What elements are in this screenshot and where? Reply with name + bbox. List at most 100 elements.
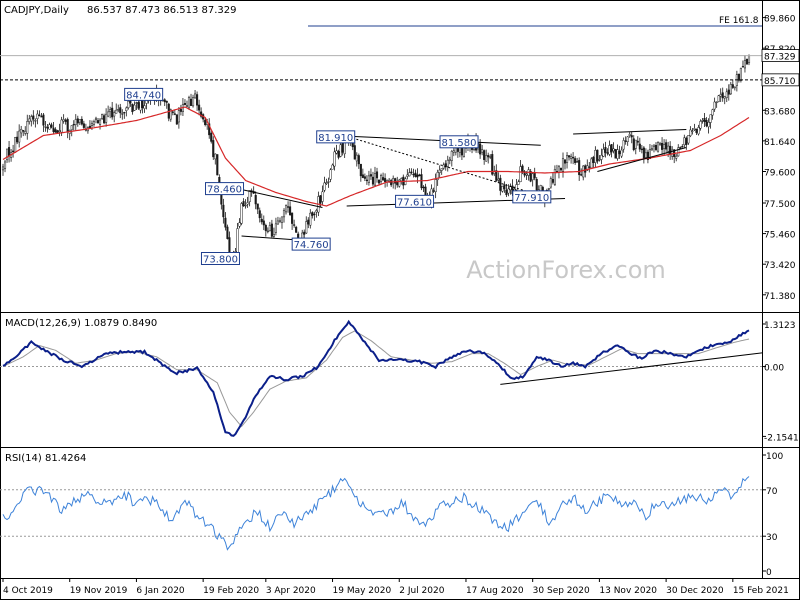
candle-body: [26, 121, 29, 134]
candle-body: [236, 228, 239, 254]
candle-body: [434, 179, 437, 193]
candle-body: [264, 224, 267, 231]
candle-body: [96, 120, 100, 124]
price-annotation: 78.460: [205, 182, 245, 196]
candle-body: [355, 154, 358, 162]
candle-body: [3, 161, 7, 169]
annotation-label: 81.580: [442, 138, 477, 149]
candle-body: [78, 119, 81, 123]
candle-body: [333, 151, 336, 167]
candle-body: [14, 137, 17, 153]
rsi-title: RSI(14) 81.4264: [5, 453, 86, 464]
candle-body: [113, 112, 116, 117]
annotation-box: [512, 190, 552, 204]
candle-body: [578, 160, 581, 176]
macd-signal-line: [2, 330, 750, 428]
candle-body: [717, 95, 720, 102]
candle-body: [509, 186, 512, 191]
candle-body: [549, 178, 552, 188]
candle-body: [248, 190, 251, 202]
candle-body: [131, 104, 134, 113]
candle-body: [743, 60, 747, 69]
candle-body: [321, 191, 324, 202]
time-tick-label: 17 Aug 2020: [466, 586, 524, 596]
candle-body: [80, 118, 83, 125]
candle-body: [212, 140, 215, 158]
macd-line: [2, 319, 750, 437]
candle-body: [628, 133, 631, 136]
candle-body: [505, 189, 508, 196]
candle-body: [568, 155, 571, 158]
candle-body: [588, 166, 591, 168]
macd-panel: [0, 319, 762, 437]
time-tick-label: 6 Jan 2020: [136, 586, 184, 596]
price-tick-label: 73.420: [764, 261, 796, 271]
annotation-label: 81.910: [318, 133, 353, 144]
candle-body: [48, 124, 51, 130]
rsi-tick-label: 0: [766, 568, 772, 578]
rsi-tick-label: 100: [766, 452, 783, 462]
candle-body: [70, 125, 73, 131]
annotation-label: 78.460: [207, 185, 242, 196]
candle-body: [483, 150, 486, 160]
candle-body: [5, 148, 9, 161]
candle-body: [438, 169, 441, 173]
candle-body: [371, 176, 375, 185]
candle-body: [695, 129, 698, 133]
time-tick-label: 30 Dec 2020: [666, 586, 724, 596]
candle-body: [559, 167, 563, 171]
candle-body: [485, 155, 488, 162]
candle-body: [604, 147, 607, 153]
price-tick-label: 83.680: [764, 107, 796, 117]
candle-body: [175, 114, 178, 125]
candle-body: [36, 113, 39, 119]
candle-body: [533, 172, 536, 179]
axes: 71.380 73.420 75.460 77.500 79.600 81.640 83.6…: [2, 15, 800, 596]
annotation-box: [395, 194, 435, 208]
candle-body: [329, 169, 332, 180]
candle-body: [58, 130, 61, 132]
candle-body: [111, 107, 114, 118]
candle-body: [745, 58, 749, 65]
candle-body: [598, 159, 601, 161]
time-tick-label: 19 Feb 2020: [203, 586, 259, 596]
candle-body: [551, 179, 554, 183]
candle-body: [689, 129, 692, 137]
annotation-box: [291, 237, 331, 251]
candle-body: [117, 109, 120, 111]
candle-body: [665, 142, 668, 150]
candle-body: [179, 109, 182, 112]
candle-body: [169, 109, 172, 120]
candle-body: [557, 166, 561, 173]
candle-body: [272, 234, 275, 237]
candle-body: [319, 195, 322, 204]
candle-body: [135, 102, 138, 104]
candle-body: [450, 151, 453, 161]
candle-body: [309, 212, 312, 226]
candle-body: [479, 143, 482, 155]
candle-body: [76, 118, 79, 124]
annotation-box: [439, 135, 479, 149]
candle-body: [416, 174, 419, 178]
candle-body: [531, 173, 534, 181]
candle-body: [693, 128, 696, 130]
price-tick-label: 79.600: [764, 169, 796, 179]
price-annotation: 84.740: [124, 87, 164, 101]
candle-body: [183, 103, 187, 105]
macd-tick-label: -2.1541: [764, 433, 799, 443]
annotation-label: 73.800: [203, 255, 238, 266]
candle-body: [495, 170, 498, 181]
price-title: CADJPY,Daily: [4, 5, 69, 16]
candle-body: [38, 114, 41, 116]
candle-body: [644, 152, 647, 158]
candle-body: [412, 173, 415, 176]
candle-body: [390, 180, 393, 186]
candle-body: [497, 178, 500, 181]
candle-body: [198, 104, 201, 111]
candle-body: [189, 98, 193, 106]
last-price-label: 87.329: [764, 53, 796, 63]
candle-body: [602, 148, 605, 157]
price-tick-label: 77.500: [764, 200, 796, 210]
candle-body: [359, 163, 362, 177]
candle-body: [28, 118, 31, 122]
